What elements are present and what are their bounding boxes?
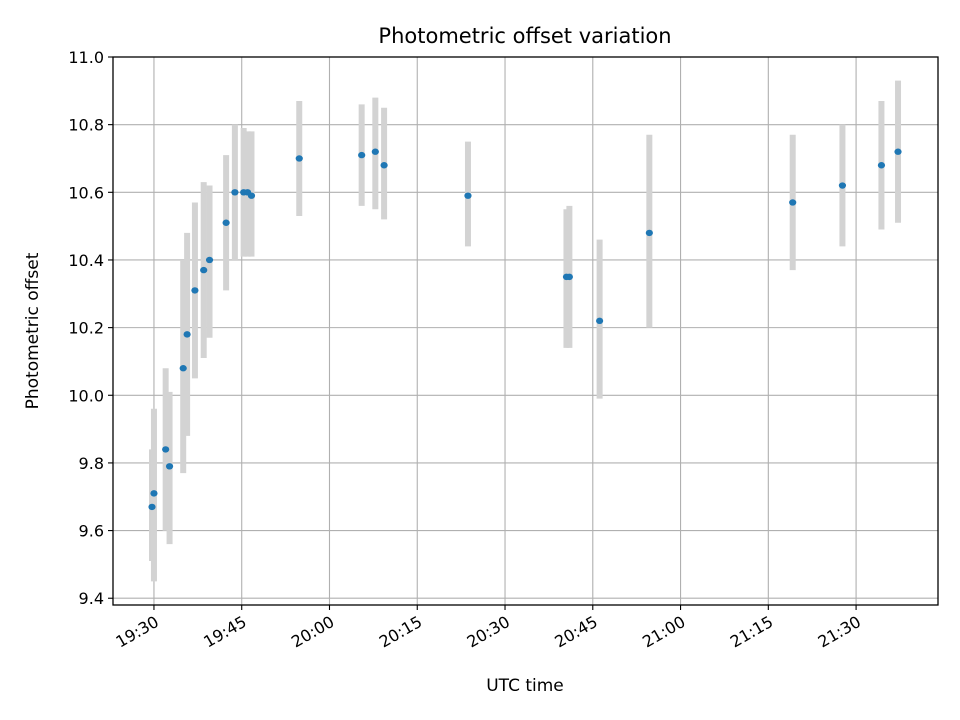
y-tick-label: 9.4 (79, 589, 104, 608)
y-axis-label: Photometric offset (23, 252, 43, 409)
y-tick-label: 11.0 (68, 48, 104, 67)
data-point (200, 266, 208, 274)
data-point (162, 446, 170, 453)
data-point (222, 219, 230, 226)
y-tick-label: 9.6 (79, 522, 104, 541)
data-point (380, 162, 388, 169)
data-point (358, 151, 366, 159)
data-point (877, 162, 886, 169)
chart-title: Photometric offset variation (378, 24, 671, 48)
data-point (179, 365, 187, 372)
y-tick-label: 10.2 (68, 319, 104, 338)
data-point (205, 256, 214, 264)
data-points (148, 148, 902, 511)
y-tick-label: 10.8 (68, 116, 104, 135)
x-axis-label: UTC time (486, 676, 564, 696)
data-point (295, 155, 303, 162)
y-axis: 9.4 9.6 9.8 10.0 10.2 10.4 10.6 10.8 11.0 (68, 48, 113, 608)
data-point (183, 331, 191, 338)
grid (113, 56, 938, 605)
data-point (231, 189, 239, 196)
data-point (371, 148, 379, 155)
y-tick-label: 9.8 (79, 454, 104, 473)
y-tick-label: 10.6 (68, 183, 104, 202)
data-point (148, 503, 156, 511)
data-point (645, 229, 653, 237)
data-point (464, 192, 472, 199)
data-point (150, 490, 158, 497)
data-point (165, 463, 174, 470)
plot-frame (112, 56, 939, 606)
data-point (191, 287, 199, 294)
y-tick-label: 10.0 (68, 386, 104, 405)
data-point (838, 182, 847, 189)
data-point (565, 273, 573, 281)
data-point (596, 317, 604, 325)
data-point (247, 192, 256, 199)
y-tick-label: 10.4 (68, 251, 104, 270)
data-point (789, 199, 797, 206)
data-point (894, 148, 902, 155)
